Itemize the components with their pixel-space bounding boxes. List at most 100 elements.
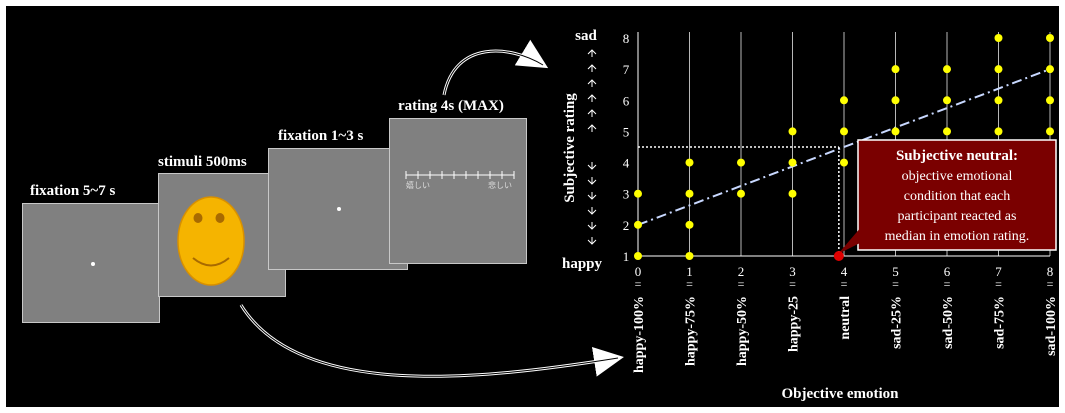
up-arrow-icon bbox=[587, 94, 597, 102]
data-point bbox=[737, 189, 745, 198]
x-tick-equals: = bbox=[738, 277, 745, 291]
y-tick-label: 2 bbox=[623, 218, 630, 233]
data-point bbox=[788, 158, 797, 167]
x-tick-equals: = bbox=[995, 277, 1002, 291]
condition-label: sad-75% bbox=[993, 296, 1008, 349]
data-point bbox=[994, 127, 1003, 136]
x-tick-equals: = bbox=[944, 277, 951, 291]
condition-label: happy-50% bbox=[735, 296, 750, 366]
x-tick-equals: = bbox=[789, 277, 796, 291]
x-tick-label: 8 bbox=[1047, 264, 1054, 279]
data-point bbox=[634, 189, 642, 198]
x-tick-equals: = bbox=[892, 277, 899, 291]
down-arrow-icon bbox=[587, 207, 597, 215]
y-tick-label: 6 bbox=[623, 93, 630, 108]
x-tick-label: 0 bbox=[635, 264, 642, 279]
condition-label: sad-25% bbox=[890, 296, 905, 349]
down-arrow-icon bbox=[587, 237, 597, 245]
condition-label: sad-100% bbox=[1044, 296, 1059, 356]
fixation-2-label: fixation 1~3 s bbox=[278, 128, 364, 144]
scale-left-label: 嬉しい bbox=[406, 181, 430, 190]
fixation-screen-1 bbox=[22, 203, 160, 323]
data-point bbox=[943, 96, 951, 105]
stimuli-label: stimuli 500ms bbox=[158, 154, 247, 170]
y-top-label: sad bbox=[575, 28, 597, 44]
condition-label: happy-75% bbox=[684, 296, 699, 366]
data-point bbox=[634, 252, 642, 260]
down-arrow-icon bbox=[587, 222, 597, 230]
fixation-1-label: fixation 5~7 s bbox=[30, 183, 116, 199]
x-axis-label: Objective emotion bbox=[781, 386, 899, 402]
data-point bbox=[788, 189, 797, 198]
down-arrow-icon bbox=[587, 177, 597, 185]
data-point bbox=[994, 65, 1003, 74]
scale-right-label: 悲しい bbox=[488, 181, 512, 190]
data-point bbox=[840, 158, 848, 167]
down-arrow-icon bbox=[587, 162, 597, 170]
y-tick-label: 3 bbox=[623, 187, 630, 202]
x-tick-label: 5 bbox=[892, 264, 899, 279]
data-point bbox=[788, 127, 797, 136]
callout-line-1: objective emotional bbox=[902, 169, 1013, 184]
data-point bbox=[685, 189, 694, 198]
arrow-to-chart-bottom bbox=[239, 304, 624, 378]
trend-line bbox=[637, 68, 1051, 226]
callout-line-3: participant reacted as bbox=[898, 209, 1017, 224]
data-point bbox=[737, 158, 745, 167]
data-point bbox=[1046, 96, 1054, 105]
arrow-to-chart-top bbox=[442, 39, 549, 96]
data-point bbox=[1046, 127, 1054, 136]
y-tick-label: 4 bbox=[623, 156, 630, 171]
neutral-median-point bbox=[833, 251, 844, 261]
data-point bbox=[891, 127, 900, 136]
up-arrow-icon bbox=[587, 49, 597, 57]
y-tick-label: 1 bbox=[623, 249, 630, 264]
y-axis-label: Subjective rating bbox=[562, 93, 578, 203]
up-arrow-icon bbox=[587, 124, 597, 132]
x-tick-label: 1 bbox=[686, 264, 693, 279]
rating-scale bbox=[405, 171, 515, 179]
condition-label: happy-100% bbox=[632, 296, 647, 373]
data-point bbox=[994, 34, 1003, 42]
up-arrow-icon bbox=[587, 64, 597, 72]
data-point bbox=[943, 127, 951, 136]
data-point bbox=[943, 65, 951, 74]
y-tick-label: 7 bbox=[623, 62, 630, 77]
x-tick-label: 7 bbox=[995, 264, 1002, 279]
data-point bbox=[1046, 34, 1054, 42]
x-tick-label: 6 bbox=[944, 264, 951, 279]
x-tick-label: 2 bbox=[738, 264, 745, 279]
y-bottom-label: happy bbox=[562, 256, 603, 272]
data-point bbox=[634, 220, 642, 229]
x-tick-label: 3 bbox=[789, 264, 796, 279]
data-point bbox=[840, 96, 848, 105]
x-tick-equals: = bbox=[635, 277, 642, 291]
data-point bbox=[840, 127, 848, 136]
x-tick-equals: = bbox=[841, 277, 848, 291]
x-tick-label: 4 bbox=[841, 264, 848, 279]
callout-line-2: condition that each bbox=[904, 189, 1011, 204]
up-arrow-icon bbox=[587, 79, 597, 87]
data-point bbox=[891, 65, 900, 74]
data-point bbox=[685, 252, 694, 260]
rating-screen: 嬉しい 悲しい bbox=[389, 118, 527, 264]
fixation-screen-2 bbox=[268, 148, 408, 270]
up-arrow-icon bbox=[587, 109, 597, 117]
data-point bbox=[891, 96, 900, 105]
data-point bbox=[685, 220, 694, 229]
subjective-neutral-callout: Subjective neutral: objective emotional … bbox=[838, 139, 1057, 254]
data-point bbox=[1046, 65, 1054, 74]
down-arrow-icon bbox=[587, 192, 597, 200]
fixation-dot bbox=[337, 207, 341, 211]
x-tick-equals: = bbox=[1047, 277, 1054, 291]
data-point bbox=[685, 158, 694, 167]
data-point bbox=[994, 96, 1003, 105]
callout-line-4: median in emotion rating. bbox=[885, 229, 1030, 244]
stimuli-screen bbox=[158, 173, 286, 297]
rating-label: rating 4s (MAX) bbox=[398, 98, 504, 114]
y-tick-label: 8 bbox=[623, 31, 630, 46]
x-tick-equals: = bbox=[686, 277, 693, 291]
